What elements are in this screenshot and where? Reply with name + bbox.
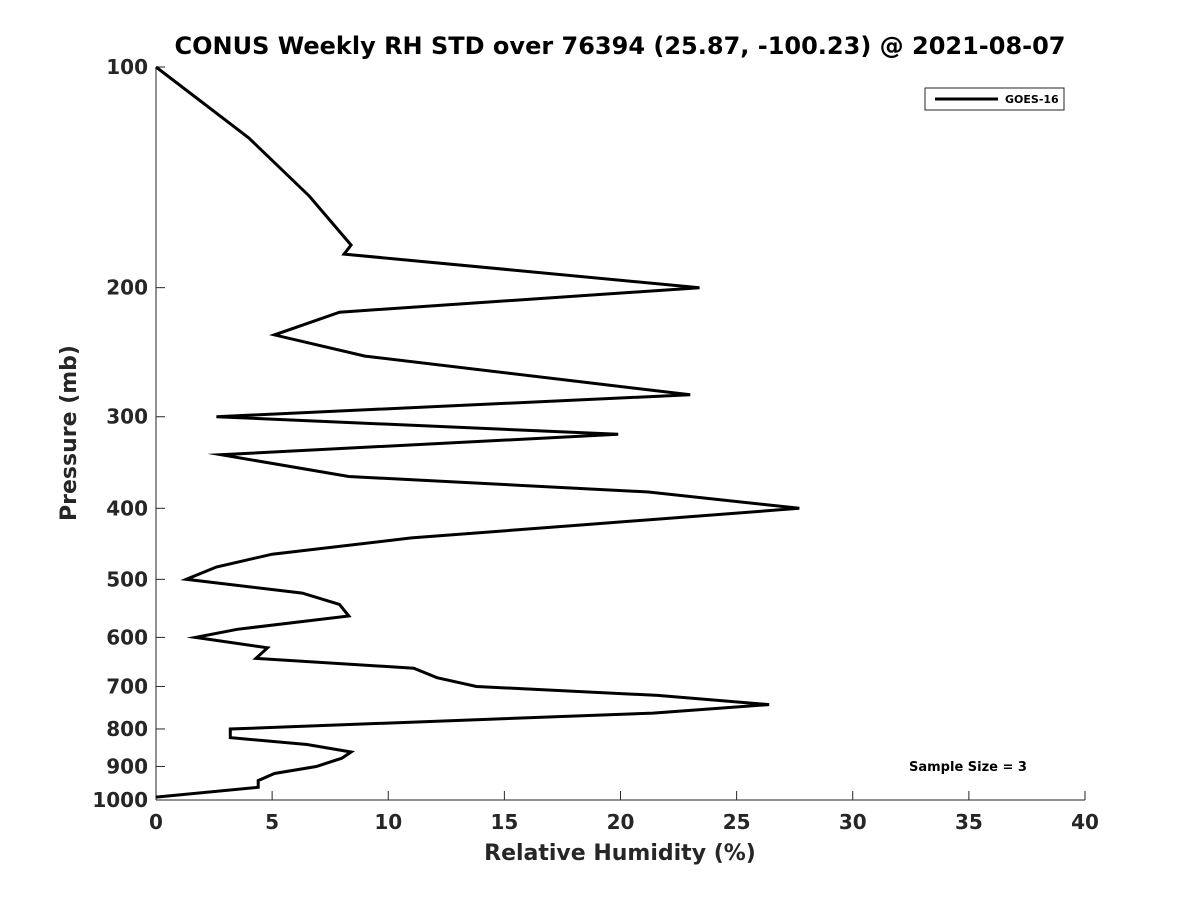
- x-tick-label: 40: [1071, 810, 1099, 834]
- series-line-goes-16: [155, 65, 800, 799]
- x-ticks: 0 5 10 15 20 25 30 35 40: [149, 791, 1099, 834]
- y-axis-label: Pressure (mb): [57, 345, 82, 521]
- y-tick-label: 500: [106, 567, 148, 591]
- x-tick-label: 0: [149, 810, 163, 834]
- y-tick-label: 400: [106, 496, 148, 520]
- legend-label: GOES-16: [1005, 93, 1059, 106]
- x-tick-label: 10: [374, 810, 402, 834]
- x-tick-label: 20: [607, 810, 635, 834]
- legend: GOES-16: [924, 87, 1065, 111]
- y-tick-label: 1000: [92, 788, 148, 812]
- y-tick-label: 300: [106, 405, 148, 429]
- x-axis-label: Relative Humidity (%): [484, 841, 756, 866]
- x-tick-label: 35: [955, 810, 983, 834]
- x-tick-label: 30: [839, 810, 867, 834]
- x-tick-label: 5: [265, 810, 279, 834]
- sample-size-annotation: Sample Size = 3: [909, 760, 1027, 775]
- y-tick-label: 100: [106, 55, 148, 79]
- axes: [155, 67, 1085, 801]
- y-tick-label: 800: [106, 717, 148, 741]
- y-tick-label: 600: [106, 625, 148, 649]
- series-group: [155, 65, 800, 799]
- y-ticks: 100 200 300 400 500 600 700 800 900 1000: [92, 55, 165, 812]
- y-tick-label: 700: [106, 674, 148, 698]
- x-tick-label: 15: [490, 810, 518, 834]
- y-tick-label: 200: [106, 276, 148, 300]
- y-tick-label: 900: [106, 754, 148, 778]
- chart-title: CONUS Weekly RH STD over 76394 (25.87, -…: [174, 32, 1065, 60]
- x-tick-label: 25: [723, 810, 751, 834]
